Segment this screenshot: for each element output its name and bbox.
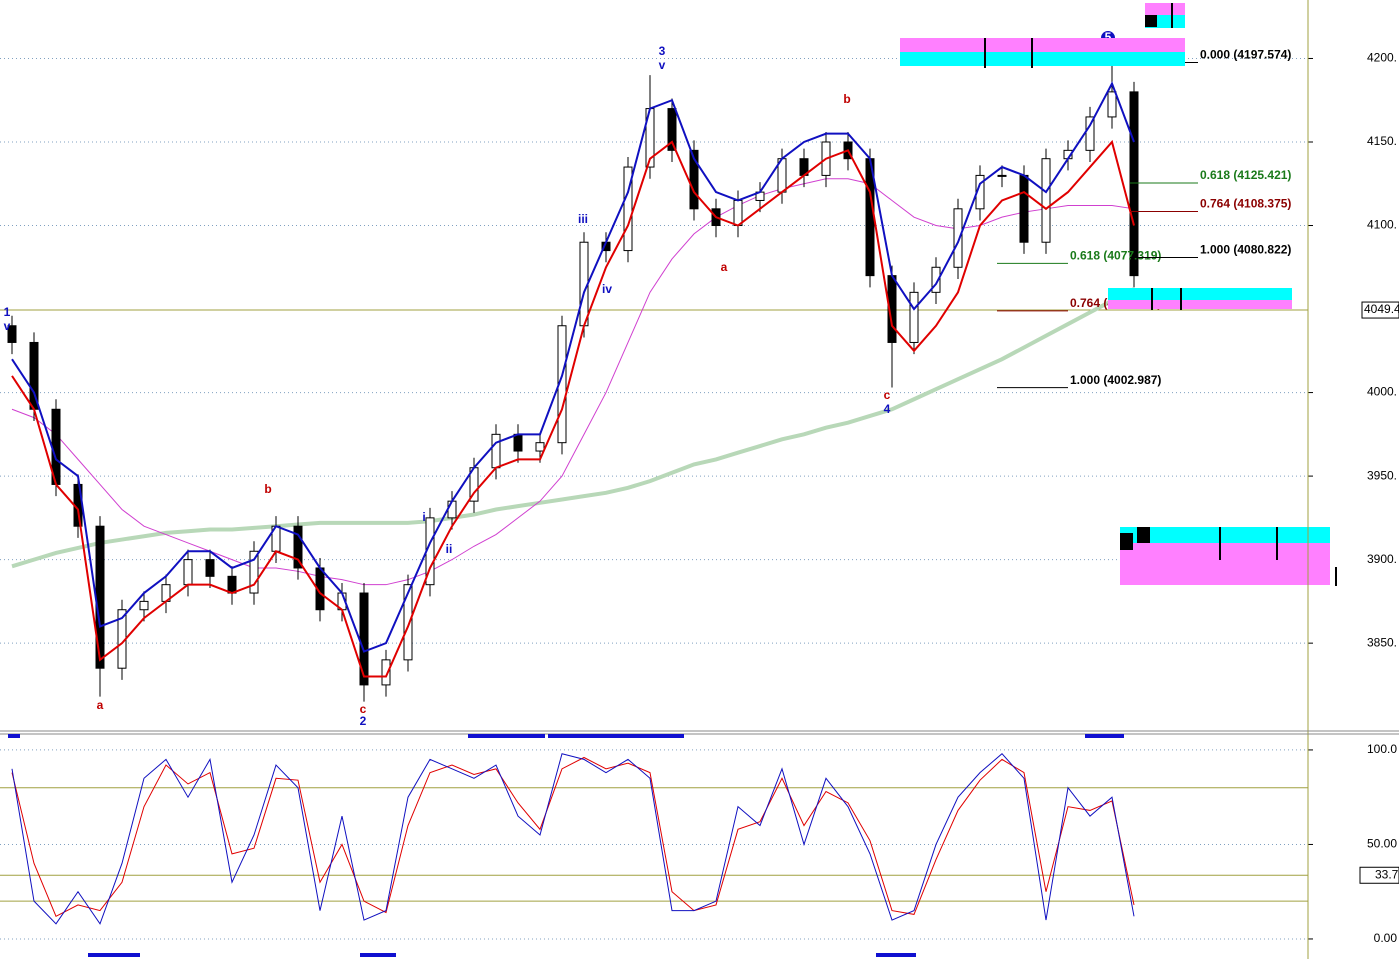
marker-label: 33.7 — [1375, 867, 1399, 881]
box — [1120, 533, 1133, 550]
wave-label: v — [659, 58, 666, 72]
wave-label: a — [97, 698, 104, 712]
candle-body — [205, 559, 215, 577]
y-tick-label: 4000. — [1367, 385, 1397, 399]
y-tick-label: 100.0 — [1367, 742, 1397, 756]
box — [1145, 15, 1157, 27]
candle-body — [1107, 91, 1117, 118]
candle-body — [227, 575, 237, 594]
wave-label: iii — [578, 212, 588, 226]
wave-label: 2 — [360, 714, 367, 728]
wave-label: iv — [602, 282, 612, 296]
candle-body — [447, 500, 457, 519]
wave-label: c — [360, 702, 367, 716]
wave-label: v — [4, 319, 11, 333]
candle-body — [689, 149, 699, 210]
box — [1120, 543, 1330, 585]
candle-body — [733, 199, 743, 227]
y-tick-label: 3950. — [1367, 468, 1397, 482]
candle-body — [249, 550, 259, 594]
box — [900, 52, 1185, 66]
candle-body — [667, 108, 677, 151]
candle-body — [139, 600, 149, 611]
indicator-line — [11, 139, 1135, 678]
candle-body — [997, 174, 1007, 177]
fib-label: 0.764 (4108.375) — [1200, 197, 1291, 211]
wave-label: a — [721, 260, 728, 274]
indicator-line — [11, 81, 1135, 653]
box — [1108, 300, 1292, 309]
y-tick-label: 3850. — [1367, 635, 1397, 649]
candle-body — [183, 559, 193, 586]
candle-body — [535, 442, 545, 452]
candle-body — [293, 525, 303, 569]
wave-label: 1 — [4, 305, 11, 319]
signal-bars — [8, 734, 1124, 957]
wave-label: 4 — [884, 402, 891, 416]
wave-label: 3 — [659, 44, 666, 58]
y-tick-label: 3900. — [1367, 552, 1397, 566]
candle-body — [953, 208, 963, 268]
fib-label: 1.000 (4080.822) — [1200, 243, 1291, 257]
y-tick-label: 4150. — [1367, 134, 1397, 148]
last-price-box — [1361, 301, 1399, 319]
wave-label: ii — [446, 542, 453, 556]
candle-body — [1019, 174, 1029, 243]
wave-label: c — [884, 388, 891, 402]
candle-body — [1085, 116, 1095, 151]
indicator-line — [11, 178, 1135, 586]
box — [1120, 527, 1330, 543]
wave-label: i — [422, 510, 425, 524]
fib-label: 0.618 (4077.319) — [1070, 249, 1161, 263]
fib-label: 0.000 (4197.574) — [1200, 48, 1291, 62]
wave-label: 5 — [1105, 30, 1112, 44]
wave-label: b — [843, 92, 850, 106]
candle-body — [1129, 91, 1139, 277]
box — [1145, 3, 1185, 15]
box — [900, 38, 1185, 52]
y-tick-label: 50.00 — [1367, 837, 1397, 851]
marker-box — [1359, 866, 1399, 884]
candle-body — [381, 659, 391, 686]
candle-body — [623, 166, 633, 252]
stochastic-line — [11, 753, 1135, 925]
last-price-label: 4049.4 — [1364, 302, 1399, 316]
candle-body — [909, 291, 919, 343]
indicator-line — [11, 287, 1135, 569]
box — [1108, 288, 1292, 300]
candle-body — [513, 433, 523, 452]
candle-body — [931, 266, 941, 293]
candle-body — [491, 433, 501, 469]
y-tick-label: 4200. — [1367, 51, 1397, 65]
candle-body — [403, 584, 413, 661]
box — [1137, 527, 1150, 543]
y-tick-label: 0.00 — [1374, 931, 1398, 945]
candle-body — [7, 325, 17, 343]
candle-body — [1041, 158, 1051, 243]
y-tick-label: 4100. — [1367, 218, 1397, 232]
wave-label: b — [264, 482, 271, 496]
fib-label: 1.000 (4002.987) — [1070, 373, 1161, 387]
fib-label: 0.618 (4125.421) — [1200, 168, 1291, 182]
